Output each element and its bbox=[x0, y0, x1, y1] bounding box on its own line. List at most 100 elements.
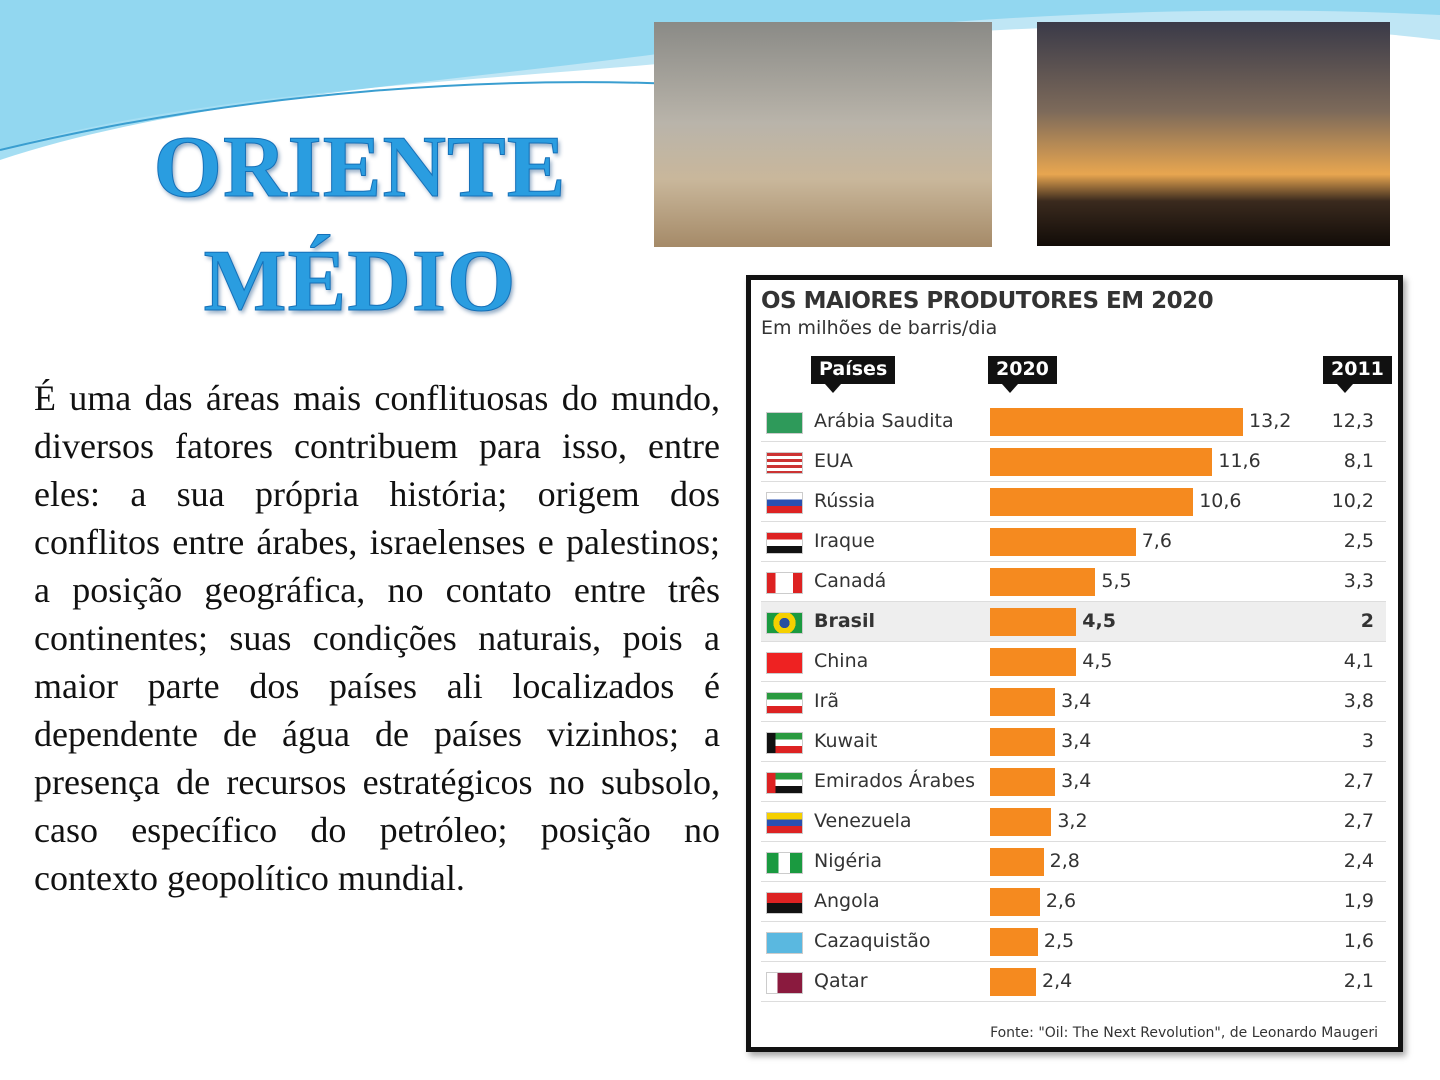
value-2011: 2 bbox=[1360, 610, 1374, 632]
country-label: Rússia bbox=[814, 490, 876, 512]
country-label: Cazaquistão bbox=[814, 930, 931, 952]
chart-row: Canadá 5,5 3,3 bbox=[761, 562, 1386, 602]
chart-rows: Arábia Saudita 13,2 12,3 EUA 11,6 8,1 Rú… bbox=[761, 402, 1386, 1002]
flag-nigeria-icon bbox=[766, 852, 803, 874]
value-2020: 2,4 bbox=[1042, 970, 1073, 992]
value-2011: 4,1 bbox=[1343, 650, 1374, 672]
flag-saudi-arabia-icon bbox=[766, 412, 803, 434]
value-2011: 2,5 bbox=[1343, 530, 1374, 552]
bar-2020 bbox=[990, 528, 1136, 556]
chart-row: Brasil 4,5 2 bbox=[761, 602, 1386, 642]
value-2011: 2,7 bbox=[1343, 770, 1374, 792]
country-label: China bbox=[814, 650, 869, 672]
value-2020: 2,6 bbox=[1045, 890, 1077, 912]
value-2011: 3 bbox=[1361, 730, 1374, 752]
value-2020: 13,2 bbox=[1249, 410, 1292, 432]
value-2020: 10,6 bbox=[1199, 490, 1242, 512]
flag-kuwait-icon bbox=[766, 732, 803, 754]
country-label: Canadá bbox=[814, 570, 887, 592]
title-line1: ORIENTE bbox=[153, 119, 567, 217]
bar-2020 bbox=[990, 448, 1213, 476]
value-2011: 3,3 bbox=[1343, 570, 1374, 592]
background-wave bbox=[0, 0, 1440, 160]
country-label: Irã bbox=[814, 690, 840, 712]
flag-kazakhstan-icon bbox=[766, 932, 803, 954]
bar-2020 bbox=[990, 808, 1052, 836]
flag-iran-icon bbox=[766, 692, 803, 714]
country-label: Arábia Saudita bbox=[814, 410, 954, 432]
oil-producers-chart: OS MAIORES PRODUTORES EM 2020 Em milhões… bbox=[746, 275, 1403, 1052]
value-2011: 2,1 bbox=[1343, 970, 1374, 992]
value-2011: 1,9 bbox=[1343, 890, 1374, 912]
country-label: Iraque bbox=[814, 530, 875, 552]
chart-subtitle: Em milhões de barris/dia bbox=[761, 317, 998, 339]
chart-row: Rússia 10,6 10,2 bbox=[761, 482, 1386, 522]
chart-row: Cazaquistão 2,5 1,6 bbox=[761, 922, 1386, 962]
bar-2020 bbox=[990, 688, 1056, 716]
chart-row: Venezuela 3,2 2,7 bbox=[761, 802, 1386, 842]
value-2020: 4,5 bbox=[1082, 650, 1113, 672]
oil-refinery-photo bbox=[654, 22, 992, 247]
country-label: EUA bbox=[814, 450, 853, 472]
value-2011: 8,1 bbox=[1343, 450, 1374, 472]
chart-row: Nigéria 2,8 2,4 bbox=[761, 842, 1386, 882]
title-line2: MÉDIO bbox=[203, 233, 517, 331]
flag-china-icon bbox=[766, 652, 803, 674]
value-2020: 11,6 bbox=[1218, 450, 1261, 472]
value-2020: 3,2 bbox=[1057, 810, 1088, 832]
flag-brazil-icon bbox=[766, 612, 803, 634]
value-2020: 3,4 bbox=[1061, 770, 1092, 792]
value-2020: 3,4 bbox=[1061, 730, 1092, 752]
chart-row: Kuwait 3,4 3 bbox=[761, 722, 1386, 762]
flag-usa-icon bbox=[766, 452, 803, 474]
flag-russia-icon bbox=[766, 492, 803, 514]
chart-row: Angola 2,6 1,9 bbox=[761, 882, 1386, 922]
flag-canada-icon bbox=[766, 572, 803, 594]
flag-angola-icon bbox=[766, 892, 803, 914]
chart-row: Irã 3,4 3,8 bbox=[761, 682, 1386, 722]
bar-2020 bbox=[990, 888, 1040, 916]
bar-2020 bbox=[990, 848, 1044, 876]
chart-row: Arábia Saudita 13,2 12,3 bbox=[761, 402, 1386, 442]
value-2011: 2,7 bbox=[1343, 810, 1374, 832]
bar-2020 bbox=[990, 728, 1056, 756]
country-label: Emirados Árabes bbox=[814, 770, 975, 792]
chart-source: Fonte: "Oil: The Next Revolution", de Le… bbox=[990, 1025, 1378, 1041]
chart-row: Emirados Árabes 3,4 2,7 bbox=[761, 762, 1386, 802]
value-2011: 2,4 bbox=[1343, 850, 1374, 872]
country-label: Kuwait bbox=[814, 730, 878, 752]
header-2011: 2011 bbox=[1323, 356, 1392, 393]
bar-2020 bbox=[990, 648, 1077, 676]
flag-iraq-icon bbox=[766, 532, 803, 554]
value-2020: 2,5 bbox=[1043, 930, 1075, 952]
country-label: Qatar bbox=[814, 970, 868, 992]
country-label: Angola bbox=[814, 890, 880, 912]
bar-2020 bbox=[990, 408, 1244, 436]
bar-2020 bbox=[990, 608, 1077, 636]
camels-oil-pump-photo bbox=[1037, 22, 1390, 246]
body-paragraph: É uma das áreas mais conflituosas do mun… bbox=[34, 378, 720, 898]
value-2020: 7,6 bbox=[1141, 530, 1172, 552]
country-label: Venezuela bbox=[814, 810, 912, 832]
flag-venezuela-icon bbox=[766, 812, 803, 834]
bar-2020 bbox=[990, 768, 1056, 796]
header-2020: 2020 bbox=[988, 356, 1057, 393]
bar-2020 bbox=[990, 488, 1194, 516]
chart-row: EUA 11,6 8,1 bbox=[761, 442, 1386, 482]
country-label: Nigéria bbox=[814, 850, 882, 872]
value-2011: 3,8 bbox=[1343, 690, 1374, 712]
value-2011: 1,6 bbox=[1343, 930, 1374, 952]
country-label: Brasil bbox=[814, 610, 876, 632]
bar-2020 bbox=[990, 968, 1036, 996]
value-2020: 5,5 bbox=[1101, 570, 1132, 592]
value-2020: 3,4 bbox=[1061, 690, 1092, 712]
chart-row: Iraque 7,6 2,5 bbox=[761, 522, 1386, 562]
chart-title: OS MAIORES PRODUTORES EM 2020 bbox=[761, 288, 1214, 314]
flag-qatar-icon bbox=[766, 972, 803, 994]
chart-row: Qatar 2,4 2,1 bbox=[761, 962, 1386, 1002]
bar-2020 bbox=[990, 928, 1038, 956]
value-2011: 10,2 bbox=[1331, 490, 1374, 512]
header-countries: Países bbox=[811, 356, 896, 393]
value-2020: 2,8 bbox=[1049, 850, 1080, 872]
flag-uae-icon bbox=[766, 772, 803, 794]
